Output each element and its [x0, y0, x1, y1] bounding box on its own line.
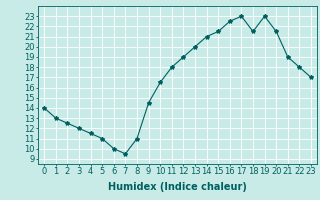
X-axis label: Humidex (Indice chaleur): Humidex (Indice chaleur): [108, 182, 247, 192]
